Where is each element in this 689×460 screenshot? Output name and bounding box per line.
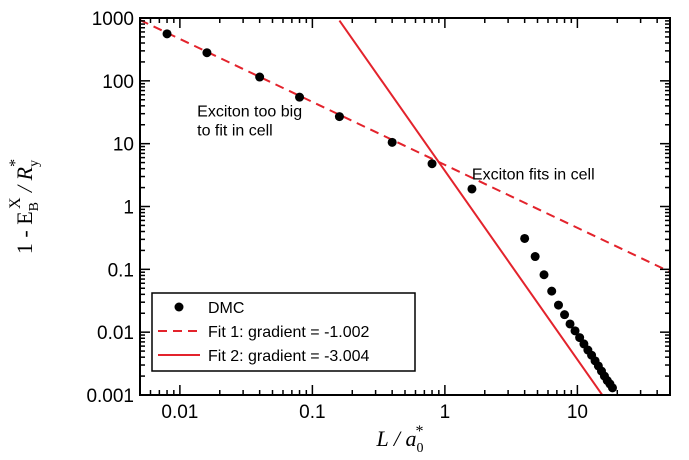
data-point (553, 300, 563, 310)
data-point (387, 137, 397, 147)
x-axis-label: L / a0* (376, 423, 424, 456)
data-point (539, 270, 549, 280)
y-axis-label-sup2: * (7, 159, 24, 167)
y-tick-label: 0.1 (108, 260, 134, 281)
data-point (560, 310, 570, 320)
svg-text:1 - EBX / Ry*: 1 - EBX / Ry* (7, 159, 42, 254)
data-point (162, 29, 172, 39)
annotation-line: to fit in cell (197, 123, 273, 140)
y-tick-label: 100 (102, 72, 134, 93)
data-point (202, 48, 212, 58)
x-tick-label: 1 (440, 402, 451, 423)
y-tick-label: 1000 (92, 9, 134, 30)
fit-line-2 (338, 20, 604, 395)
data-point (547, 286, 557, 296)
x-tick-label: 0.1 (299, 402, 325, 423)
data-point (427, 159, 437, 169)
y-axis-label-mid: / R (12, 166, 37, 197)
legend: DMC Fit 1: gradient = -1.002 Fit 2: gradie… (151, 292, 416, 372)
legend-label: Fit 2: gradient = -3.004 (208, 348, 370, 365)
legend-label: DMC (208, 300, 244, 317)
y-axis-label: 1 - EBX / Ry* (7, 159, 42, 254)
y-axis-label-sub2: y (27, 160, 42, 167)
data-point (530, 252, 540, 262)
data-point (255, 72, 265, 82)
x-axis-label-main: L / a (376, 426, 417, 451)
data-point (607, 383, 617, 393)
fit-line-1 (140, 19, 670, 273)
y-axis-label-sup1: X (7, 197, 24, 209)
data-point (467, 184, 477, 194)
annotation-line: Exciton too big (197, 104, 302, 121)
data-point (334, 112, 344, 122)
x-axis-label-sub: 0 (416, 441, 423, 456)
y-axis-label-prefix: 1 - E (12, 211, 37, 254)
data-point (295, 92, 305, 102)
legend-dot-icon (174, 302, 184, 312)
y-tick-label: 0.001 (86, 386, 134, 407)
y-tick-label: 1 (123, 198, 134, 219)
data-point (565, 319, 575, 329)
x-tick-label: 10 (567, 402, 588, 423)
annotation-line: Exciton fits in cell (472, 166, 595, 183)
data-point (575, 333, 585, 343)
y-axis-label-sub1: B (27, 202, 42, 211)
y-tick-label: 0.01 (97, 323, 134, 344)
y-tick-label: 10 (113, 135, 134, 156)
x-axis-label-sup: * (415, 423, 423, 440)
x-tick-label: 0.01 (161, 402, 198, 423)
data-point (570, 326, 580, 336)
data-point (520, 233, 530, 243)
annotation-0: Exciton too big to fit in cell (197, 104, 302, 140)
annotation-1: Exciton fits in cell (472, 166, 595, 183)
legend-label: Fit 1: gradient = -1.002 (208, 324, 370, 341)
